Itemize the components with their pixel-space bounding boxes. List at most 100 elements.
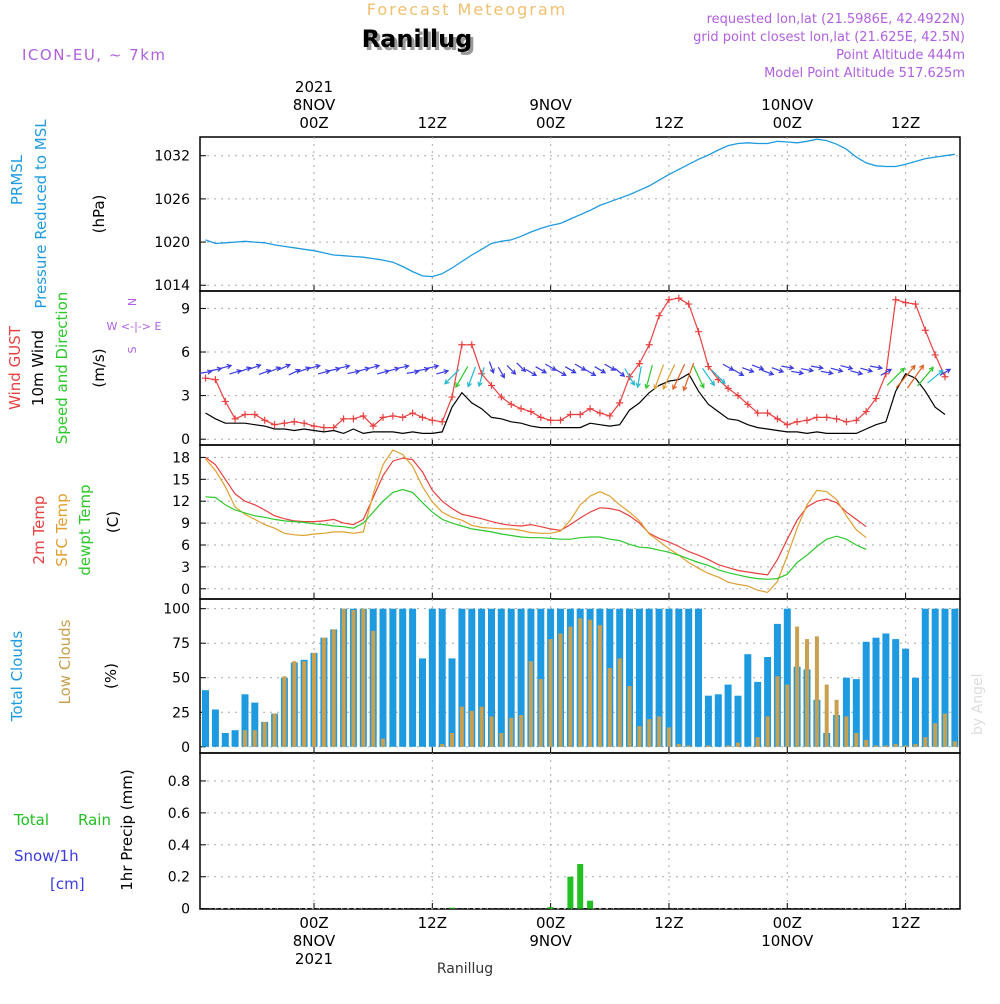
low-cloud-bar	[519, 715, 524, 747]
bottom-date-label: 10NOV	[761, 932, 814, 950]
low-cloud-bar	[450, 733, 454, 747]
wind-direction-arrow	[751, 364, 765, 371]
wind-direction-arrow	[644, 365, 653, 390]
total-cloud-bar	[468, 608, 476, 747]
gust-marker	[616, 399, 624, 407]
rain-bar	[547, 907, 554, 909]
total-cloud-bar	[488, 608, 495, 747]
pressure-label-unit: (hPa)	[90, 195, 108, 234]
total-cloud-bar	[517, 608, 525, 747]
wind-direction-arrow	[771, 367, 785, 374]
gust-marker	[409, 409, 417, 417]
bottom-hour-label: 12Z	[654, 914, 683, 932]
gust-marker	[280, 419, 288, 427]
low-cloud-bar	[903, 745, 908, 747]
wind-direction-arrow	[347, 369, 361, 375]
wind-direction-arrow	[555, 368, 567, 377]
wind-direction-arrow	[662, 364, 676, 391]
gust-marker	[902, 299, 910, 307]
pressure-ytick-label: 1020	[154, 235, 190, 251]
gust-marker	[783, 421, 791, 429]
wind-direction-arrow	[604, 363, 617, 371]
wind-direction-arrow	[761, 369, 775, 376]
model-name: ICON-EU, ~ 7km	[22, 46, 167, 64]
gust-marker	[803, 416, 811, 424]
gust-marker	[340, 415, 348, 423]
pressure-label-prmsl: PRMSL	[8, 154, 26, 205]
wind-direction-arrow	[416, 366, 430, 372]
wind-direction-arrow	[692, 365, 705, 389]
wind-direction-arrow	[732, 368, 745, 377]
low-cloud-bar	[302, 661, 307, 747]
temp-2m-line	[205, 456, 867, 576]
gust-marker	[448, 393, 456, 401]
low-cloud-bar	[607, 668, 612, 747]
time-axis: 00Z8NOV202100Z8NOV202112Z12Z00Z9NOV00Z9N…	[293, 78, 921, 968]
temperature-ytick-label: 3	[181, 560, 190, 576]
low-cloud-bar	[292, 661, 297, 747]
wind-direction-arrow	[239, 366, 252, 373]
low-cloud-bar	[647, 719, 652, 747]
low-cloud-bar	[459, 706, 464, 747]
gust-marker	[842, 418, 850, 426]
total-cloud-bar	[941, 608, 949, 747]
wind-direction-arrow	[820, 370, 834, 376]
wind-direction-arrow	[426, 364, 440, 370]
wind-direction-arrow	[436, 369, 450, 375]
wind-direction-arrow	[455, 366, 469, 389]
gust-marker	[379, 413, 387, 421]
clouds-ytick-label: 0	[181, 740, 190, 756]
wind-direction-arrow	[506, 365, 517, 375]
cloud-label-unit: (%)	[102, 663, 120, 689]
wind-ytick-label: 0	[181, 432, 190, 448]
gust-marker	[921, 326, 929, 334]
gust-marker	[586, 405, 594, 413]
wind-label-gust: Wind GUST	[6, 325, 24, 410]
total-cloud-bar	[202, 690, 209, 747]
gust-marker	[566, 410, 574, 418]
wind-direction-arrow	[516, 362, 527, 373]
gust-marker	[261, 416, 269, 424]
total-cloud-bar	[902, 648, 910, 747]
wind-direction-arrow	[488, 361, 495, 374]
gust-marker	[911, 300, 919, 308]
bottom-hour-label: 00Z	[773, 914, 802, 932]
wind-direction-arrow	[682, 362, 695, 392]
gust-marker	[389, 412, 397, 420]
wind-speed-line	[205, 372, 946, 435]
total-cloud-bar	[892, 639, 900, 747]
wind-label-unit: (m/s)	[90, 348, 108, 387]
gust-marker	[537, 413, 545, 421]
precip-ytick-label: 0.4	[168, 838, 190, 854]
wind-direction-arrow	[850, 370, 864, 376]
clouds-ytick-label: 75	[172, 636, 190, 652]
low-cloud-bar	[243, 730, 247, 747]
wind-direction-arrow	[466, 366, 476, 388]
wind-direction-arrow	[702, 367, 716, 387]
total-cloud-bar	[665, 608, 673, 747]
wind-direction-arrow	[917, 366, 934, 387]
top-date-label: 8NOV	[293, 96, 336, 114]
top-hour-label: 12Z	[654, 114, 683, 132]
temperature-ytick-label: 12	[172, 494, 190, 510]
wind-direction-arrow	[653, 364, 665, 390]
model-altitude: Model Point Altitude 517.625m	[764, 66, 965, 81]
low-cloud-bar	[686, 745, 691, 747]
total-cloud-bar	[655, 608, 663, 747]
wind-direction-arrow	[258, 369, 272, 375]
temperature-ytick-label: 6	[181, 538, 190, 554]
low-cloud-bar	[351, 610, 356, 747]
low-cloud-bar	[588, 619, 593, 747]
station-title: Ranillug	[362, 25, 473, 53]
total-cloud-bar	[221, 733, 229, 747]
bottom-hour-label: 00Z	[299, 914, 328, 932]
wind-direction-arrow	[288, 368, 301, 376]
wind-direction-arrow	[635, 366, 642, 389]
wind-label-speed-dir: Speed and Direction	[53, 292, 71, 445]
total-cloud-bar	[458, 608, 466, 747]
temp-label-unit: (C)	[104, 511, 122, 533]
total-cloud-bar	[399, 608, 407, 747]
gust-marker	[576, 410, 584, 418]
temperature-ytick-label: 15	[172, 472, 190, 488]
